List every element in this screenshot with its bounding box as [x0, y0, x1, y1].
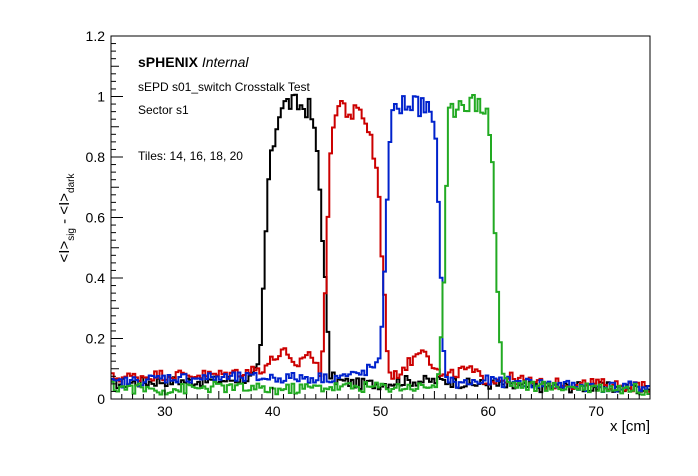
experiment-name: sPHENIX	[138, 54, 199, 70]
x-tick-label: 60	[481, 403, 497, 419]
series-line-3	[111, 95, 650, 393]
y-tick-label: 1	[97, 89, 105, 105]
x-tick-label: 70	[588, 403, 604, 419]
x-tick-label: 40	[265, 403, 281, 419]
x-tick-label: 50	[373, 403, 389, 419]
y-tick-label: 0.4	[86, 270, 106, 286]
series-layer	[111, 93, 650, 396]
x-tick-label: 30	[157, 403, 173, 419]
series-line-4	[111, 94, 650, 396]
experiment-label: sPHENIX Internal	[138, 54, 249, 70]
y-label-subscript-dark: dark	[66, 173, 77, 193]
y-label-part-2: - <I>	[56, 193, 73, 228]
tiles-label: Tiles: 14, 16, 18, 20	[138, 149, 243, 163]
y-label-part-1: <I>	[56, 241, 73, 263]
y-tick-label: 1.2	[86, 28, 106, 44]
y-label-subscript-sig: sig	[66, 228, 77, 241]
internal-status: Internal	[202, 54, 250, 70]
y-tick-label: 0.2	[86, 331, 106, 347]
y-axis-label: <I>sig - <I>dark	[56, 173, 77, 263]
y-tick-label: 0	[97, 391, 105, 407]
sector-label: Sector s1	[138, 103, 189, 117]
test-name-label: sEPD s01_switch Crosstalk Test	[138, 80, 311, 94]
y-tick-label: 0.8	[86, 149, 106, 165]
y-tick-label: 0.6	[86, 210, 106, 226]
axis-layer: 30 40 50 60 70 0 0.2 0.4 0.6 0.8 1 1.2	[86, 28, 651, 419]
x-axis-label: x [cm]	[610, 418, 650, 435]
